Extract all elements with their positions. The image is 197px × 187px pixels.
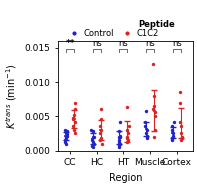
Point: [119, 120, 122, 123]
Text: **: **: [65, 39, 75, 48]
Point: [170, 124, 173, 127]
Point: [73, 120, 77, 123]
Text: ns: ns: [172, 39, 182, 48]
Point: [126, 139, 129, 142]
Point: [64, 140, 67, 143]
Point: [64, 131, 67, 134]
Point: [90, 138, 94, 141]
Point: [152, 94, 155, 97]
Point: [72, 129, 75, 132]
Point: [64, 137, 68, 140]
Point: [126, 135, 129, 138]
Point: [73, 108, 76, 111]
Point: [92, 135, 95, 138]
Text: ns: ns: [145, 39, 155, 48]
Point: [179, 101, 182, 104]
Point: [144, 109, 148, 112]
Point: [98, 124, 101, 127]
Point: [65, 133, 68, 136]
Point: [91, 140, 94, 143]
Point: [74, 131, 77, 134]
Point: [118, 142, 121, 145]
Point: [154, 115, 157, 118]
Point: [179, 90, 182, 93]
Point: [180, 135, 183, 138]
Point: [145, 129, 148, 132]
Point: [125, 129, 128, 132]
Point: [126, 141, 129, 144]
Point: [73, 101, 76, 104]
Point: [118, 138, 121, 141]
Point: [99, 139, 102, 142]
Point: [118, 146, 121, 149]
Point: [65, 135, 68, 138]
Point: [117, 135, 120, 138]
Point: [92, 142, 95, 145]
Point: [127, 124, 130, 127]
Point: [154, 111, 157, 114]
Point: [145, 137, 148, 140]
Point: [179, 138, 182, 141]
Point: [63, 139, 66, 142]
Point: [99, 129, 102, 132]
Text: Peptide: Peptide: [139, 20, 175, 29]
Point: [117, 144, 121, 147]
Point: [99, 131, 102, 134]
Point: [66, 134, 69, 137]
Point: [178, 120, 181, 123]
Point: [126, 131, 130, 134]
Point: [145, 131, 148, 134]
Y-axis label: $K^{trans}$ (min$^{-1}$): $K^{trans}$ (min$^{-1}$): [4, 63, 19, 129]
Point: [99, 137, 102, 140]
Point: [99, 118, 102, 121]
Point: [145, 134, 148, 137]
Point: [100, 142, 103, 145]
Point: [171, 131, 174, 134]
Point: [72, 114, 75, 117]
Point: [72, 118, 75, 121]
Point: [90, 144, 93, 147]
Point: [179, 131, 182, 134]
Point: [65, 130, 68, 133]
Point: [172, 120, 175, 123]
Point: [152, 135, 156, 138]
Point: [90, 129, 93, 132]
Point: [117, 140, 121, 143]
Point: [72, 124, 75, 127]
Point: [171, 135, 174, 138]
Point: [118, 135, 122, 138]
Point: [179, 124, 182, 127]
Point: [143, 120, 146, 123]
X-axis label: Region: Region: [109, 173, 142, 183]
Point: [64, 142, 68, 145]
Point: [126, 105, 129, 108]
Point: [152, 108, 155, 111]
Point: [63, 129, 67, 132]
Text: ns: ns: [92, 39, 102, 48]
Point: [91, 146, 94, 149]
Point: [91, 130, 95, 133]
Text: ns: ns: [119, 39, 128, 48]
Point: [153, 129, 157, 132]
Point: [118, 134, 121, 137]
Point: [180, 137, 183, 140]
Point: [170, 137, 173, 140]
Point: [92, 135, 96, 138]
Point: [172, 134, 175, 137]
Point: [117, 130, 121, 133]
Point: [171, 129, 174, 132]
Point: [143, 124, 147, 127]
Point: [151, 63, 154, 66]
Point: [153, 105, 156, 108]
Point: [146, 135, 149, 138]
Legend: Control, C1C2: Control, C1C2: [62, 25, 163, 41]
Point: [126, 137, 129, 140]
Point: [71, 116, 74, 119]
Point: [171, 139, 174, 142]
Point: [100, 108, 103, 111]
